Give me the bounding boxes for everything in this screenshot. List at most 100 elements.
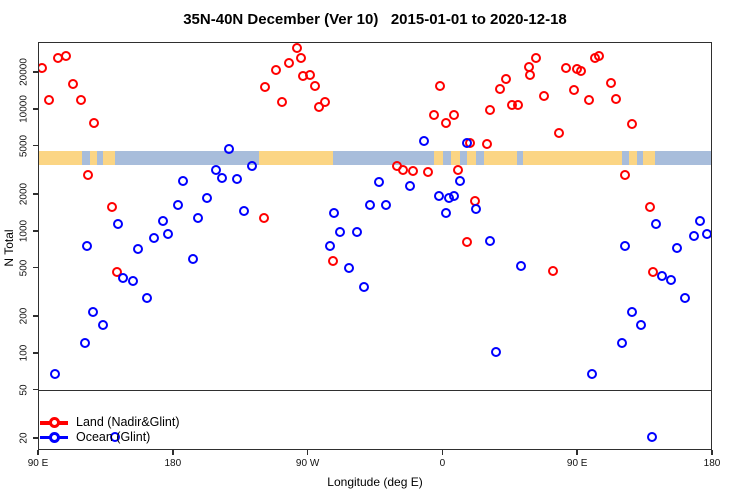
land-point	[645, 201, 656, 212]
y-axis-tick	[33, 437, 38, 439]
land-point	[320, 96, 331, 107]
x-axis-tick	[576, 450, 578, 455]
ocean-point	[405, 181, 416, 192]
legend-label-ocean: Ocean (Glint)	[76, 429, 151, 444]
ocean-band-segment	[636, 150, 643, 166]
ocean-point	[666, 275, 677, 286]
x-tick-label: 90 W	[295, 458, 320, 469]
ocean-point	[702, 229, 711, 240]
y-axis-tick	[33, 388, 38, 391]
land-point	[453, 164, 464, 175]
ocean-point	[201, 192, 212, 203]
ocean-point	[246, 161, 257, 172]
y-axis-tick	[33, 315, 38, 317]
y-axis-tick	[33, 71, 38, 73]
land-point	[305, 69, 316, 80]
land-point	[429, 109, 440, 120]
ocean-point	[373, 177, 384, 188]
land-band-segment	[39, 150, 83, 166]
land-point	[276, 96, 287, 107]
ocean-point	[359, 281, 370, 292]
land-point	[435, 81, 446, 92]
ocean-point	[128, 275, 139, 286]
land-point	[89, 118, 100, 128]
ocean-point	[50, 368, 61, 379]
land-point	[111, 267, 122, 278]
land-point	[576, 65, 587, 76]
land-point	[547, 265, 558, 276]
land-point	[60, 50, 71, 61]
land-point	[260, 82, 271, 93]
x-tick-label: 90 E	[27, 458, 49, 469]
ocean-point	[344, 262, 355, 273]
y-tick-label: 50	[18, 384, 30, 396]
ocean-point	[433, 191, 444, 202]
ocean-point	[679, 292, 690, 303]
land-point	[270, 64, 281, 75]
ocean-point	[216, 173, 227, 184]
land-band-segment	[467, 150, 477, 166]
x-axis-tick	[306, 450, 309, 455]
ocean-point	[441, 208, 452, 219]
land-point	[594, 50, 605, 61]
chart-title: 35N-40N December (Ver 10) 2015-01-01 to …	[183, 11, 567, 28]
land-point	[610, 94, 621, 105]
y-axis-title: N Total	[2, 229, 16, 267]
ocean-point	[132, 243, 143, 254]
y-tick-label: 500	[18, 259, 30, 276]
ocean-point	[688, 230, 699, 241]
x-axis-tick	[441, 450, 444, 455]
ocean-point	[324, 240, 335, 251]
ocean-band-segment	[443, 150, 451, 166]
land-point	[83, 170, 94, 181]
land-point	[44, 94, 55, 105]
ocean-point	[224, 144, 235, 155]
land-point	[627, 118, 638, 129]
ocean-point	[651, 218, 662, 229]
y-axis-tick	[33, 193, 38, 195]
land-point	[408, 165, 419, 176]
ocean-point	[141, 292, 152, 303]
ocean-point	[490, 346, 501, 357]
ocean-point	[329, 208, 340, 219]
land-point	[75, 94, 86, 105]
ocean-band-segment	[516, 150, 523, 166]
ocean-point	[110, 431, 121, 442]
ocean-point	[162, 229, 173, 240]
ocean-band-segment	[82, 150, 90, 166]
y-tick-label: 2000	[18, 183, 30, 206]
ocean-point	[627, 306, 638, 317]
ocean-band-segment	[97, 150, 104, 166]
ocean-point	[636, 319, 647, 330]
ocean-point	[239, 205, 250, 216]
y-tick-label: 20	[18, 432, 30, 444]
y-axis-tick	[33, 266, 38, 269]
x-axis-tick	[37, 450, 39, 455]
x-tick-label: 90 E	[566, 458, 588, 469]
land-band-segment	[434, 150, 444, 166]
ocean-point	[231, 174, 242, 185]
land-point	[525, 69, 536, 80]
ocean-point	[98, 319, 109, 330]
y-axis-tick	[33, 352, 38, 354]
land-point	[258, 212, 269, 223]
ocean-band-segment	[115, 150, 260, 166]
land-band-segment	[642, 150, 655, 166]
ocean-point	[418, 135, 429, 146]
land-band-segment	[522, 150, 622, 166]
land-point	[583, 94, 594, 105]
ocean-point	[210, 164, 221, 175]
ocean-point	[351, 227, 362, 238]
land-point	[531, 53, 542, 64]
ocean-point	[586, 368, 597, 379]
ocean-point	[646, 431, 657, 442]
y-axis-tick	[33, 108, 38, 110]
land-point	[481, 139, 492, 150]
ocean-point	[619, 240, 630, 251]
legend-label-land: Land (Nadir&Glint)	[76, 415, 180, 429]
ocean-point	[381, 199, 392, 210]
land-point	[314, 101, 325, 112]
x-tick-label: 0	[439, 458, 446, 469]
land-point	[296, 53, 307, 64]
